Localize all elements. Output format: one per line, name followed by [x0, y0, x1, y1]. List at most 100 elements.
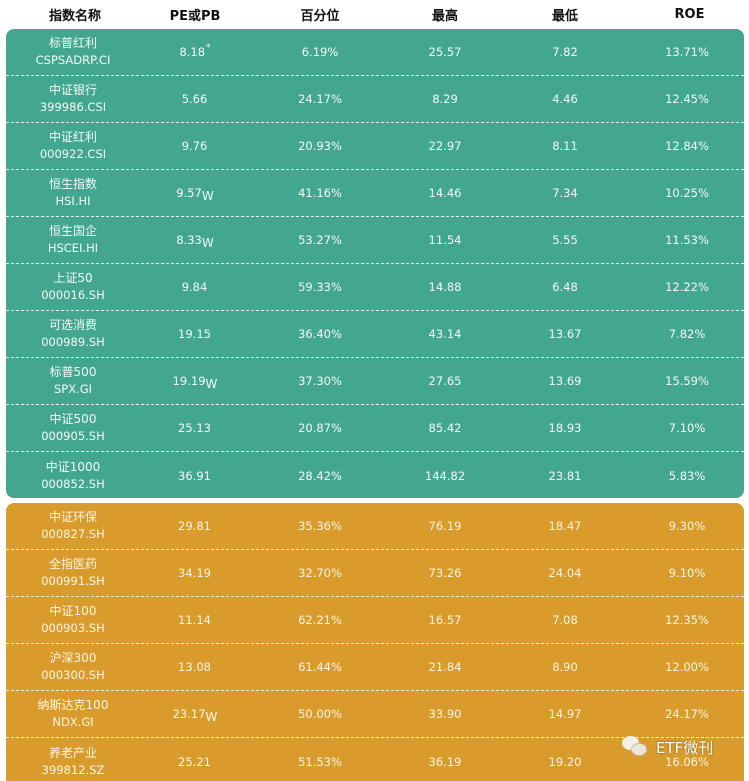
- low-value: 7.34: [552, 186, 578, 200]
- pe-pb-cell: 8.18*: [140, 43, 250, 59]
- index-name: 养老产业: [48, 745, 97, 760]
- high-value: 16.57: [428, 613, 462, 627]
- pe-pb-cell: 8.33W: [140, 233, 250, 250]
- high-value: 33.90: [428, 707, 462, 721]
- pe-pb-value: 25.13: [178, 421, 211, 435]
- low-value: 24.04: [548, 566, 582, 580]
- low-value: 19.20: [548, 754, 582, 769]
- header-pe-pb: PE或PB: [169, 9, 221, 24]
- high-value: 8.29: [432, 92, 458, 106]
- percentile-value: 37.30%: [298, 374, 342, 388]
- percentile-value: 28.42%: [298, 468, 342, 483]
- low-value: 4.46: [552, 92, 578, 106]
- gold-group-table: 中证环保 000827.SH 29.81 35.36% 76.19 18.47 9.30% 全…: [6, 503, 744, 781]
- table-row: 恒生指数 HSI.HI 9.57W 41.16% 14.46 7.34 10.25%: [6, 170, 744, 217]
- low-value: 8.90: [552, 660, 578, 674]
- index-name: 中证1000: [45, 459, 101, 474]
- index-code: 000905.SH: [41, 429, 105, 443]
- roe-value: 12.00%: [665, 660, 709, 674]
- roe-value: 9.30%: [668, 519, 706, 533]
- index-code: NDX.GI: [52, 715, 94, 729]
- index-name: 中证环保: [48, 510, 97, 524]
- pe-pb-cell: 34.19: [140, 566, 250, 580]
- pe-pb-value: 19.19: [172, 374, 206, 388]
- index-name-cell: 中证银行 399986.CSI: [6, 82, 140, 116]
- percentile-value: 53.27%: [298, 233, 342, 247]
- index-name-cell: 上证50 000016.SH: [6, 270, 140, 304]
- percentile-value: 61.44%: [298, 660, 342, 674]
- percentile-value: 50.00%: [298, 707, 342, 721]
- index-name: 上证50: [53, 271, 93, 285]
- percentile-value: 6.19%: [301, 45, 339, 59]
- index-name-cell: 恒生国企 HSCEI.HI: [6, 223, 140, 257]
- low-value: 14.97: [548, 707, 582, 721]
- index-code: 000991.SH: [41, 574, 105, 588]
- low-value: 23.81: [548, 468, 582, 483]
- index-name: 中证500: [49, 412, 97, 426]
- roe-value: 12.84%: [665, 139, 709, 153]
- pe-pb-value: 29.81: [178, 519, 211, 533]
- high-value: 27.65: [428, 374, 462, 388]
- index-name-cell: 恒生指数 HSI.HI: [6, 176, 140, 210]
- pe-pb-cell: 9.57W: [140, 186, 250, 203]
- index-name-cell: 标普红利 CSPSADRP.CI: [6, 35, 140, 69]
- high-value: 76.19: [428, 519, 462, 533]
- table-row: 纳斯达克100 NDX.GI 23.17W 50.00% 33.90 14.97 24.17…: [6, 691, 744, 738]
- pe-pb-cell: 29.81: [140, 519, 250, 533]
- pe-pb-value: 34.19: [178, 566, 211, 580]
- low-value: 7.08: [552, 613, 578, 627]
- roe-value: 7.82%: [668, 327, 706, 341]
- index-code: 000852.SH: [41, 476, 105, 491]
- pe-pb-value: 9.57: [176, 186, 202, 200]
- table-row: 中证红利 000922.CSI 9.76 20.93% 22.97 8.11 12.84%: [6, 123, 744, 170]
- table-row: 中证500 000905.SH 25.13 20.87% 85.42 18.93 7.10%: [6, 405, 744, 452]
- pe-pb-value: 11.14: [178, 613, 211, 627]
- index-name: 中证银行: [48, 83, 97, 97]
- header-high: 最高: [431, 9, 458, 24]
- pe-note-mark: W: [205, 377, 218, 391]
- pe-pb-value: 9.76: [181, 139, 208, 153]
- pe-note-mark: W: [201, 189, 214, 203]
- index-name-cell: 中证100 000903.SH: [6, 603, 140, 637]
- pe-pb-cell: 19.19W: [140, 374, 250, 391]
- percentile-value: 35.36%: [298, 519, 342, 533]
- high-value: 85.42: [428, 421, 462, 435]
- header-index-name: 指数名称: [48, 9, 101, 24]
- roe-value: 10.25%: [665, 186, 709, 200]
- table-row: 全指医药 000991.SH 34.19 32.70% 73.26 24.04 9.10%: [6, 550, 744, 597]
- roe-value: 9.10%: [668, 566, 706, 580]
- high-value: 14.88: [428, 280, 462, 294]
- percentile-value: 20.87%: [298, 421, 342, 435]
- pe-pb-value: 8.18: [179, 45, 206, 59]
- index-name: 纳斯达克100: [37, 698, 109, 712]
- high-value: 11.54: [428, 233, 462, 247]
- index-name: 中证100: [49, 604, 97, 618]
- roe-value: 24.17%: [665, 707, 709, 721]
- header-roe: ROE: [674, 7, 705, 22]
- high-value: 43.14: [428, 327, 462, 341]
- pe-note-mark: W: [205, 710, 218, 724]
- pe-pb-cell: 5.66: [140, 92, 250, 106]
- high-value: 21.84: [428, 660, 462, 674]
- high-value: 14.46: [428, 186, 462, 200]
- roe-value: 15.59%: [665, 374, 709, 388]
- index-name-cell: 全指医药 000991.SH: [6, 556, 140, 590]
- index-name-cell: 中证500 000905.SH: [6, 411, 140, 445]
- index-name: 中证红利: [48, 130, 97, 144]
- pe-pb-cell: 9.84: [140, 280, 250, 294]
- percentile-value: 20.93%: [298, 139, 342, 153]
- table-row: 养老产业 399812.SZ 25.21 51.53% 36.19 19.20 16.06%: [6, 738, 744, 781]
- index-name-cell: 沪深300 000300.SH: [6, 650, 140, 684]
- index-name: 可选消费: [48, 318, 97, 332]
- index-name: 标普红利: [48, 36, 97, 50]
- header-low: 最低: [551, 9, 578, 24]
- roe-value: 12.45%: [665, 92, 709, 106]
- table-row: 标普500 SPX.GI 19.19W 37.30% 27.65 13.69 15.59%: [6, 358, 744, 405]
- percentile-value: 24.17%: [298, 92, 342, 106]
- watermark: ETF微刊: [622, 736, 713, 758]
- index-name-cell: 标普500 SPX.GI: [6, 364, 140, 398]
- index-name-cell: 中证环保 000827.SH: [6, 509, 140, 543]
- high-value: 144.82: [424, 468, 466, 483]
- percentile-value: 32.70%: [298, 566, 342, 580]
- index-code: HSCEI.HI: [47, 241, 99, 255]
